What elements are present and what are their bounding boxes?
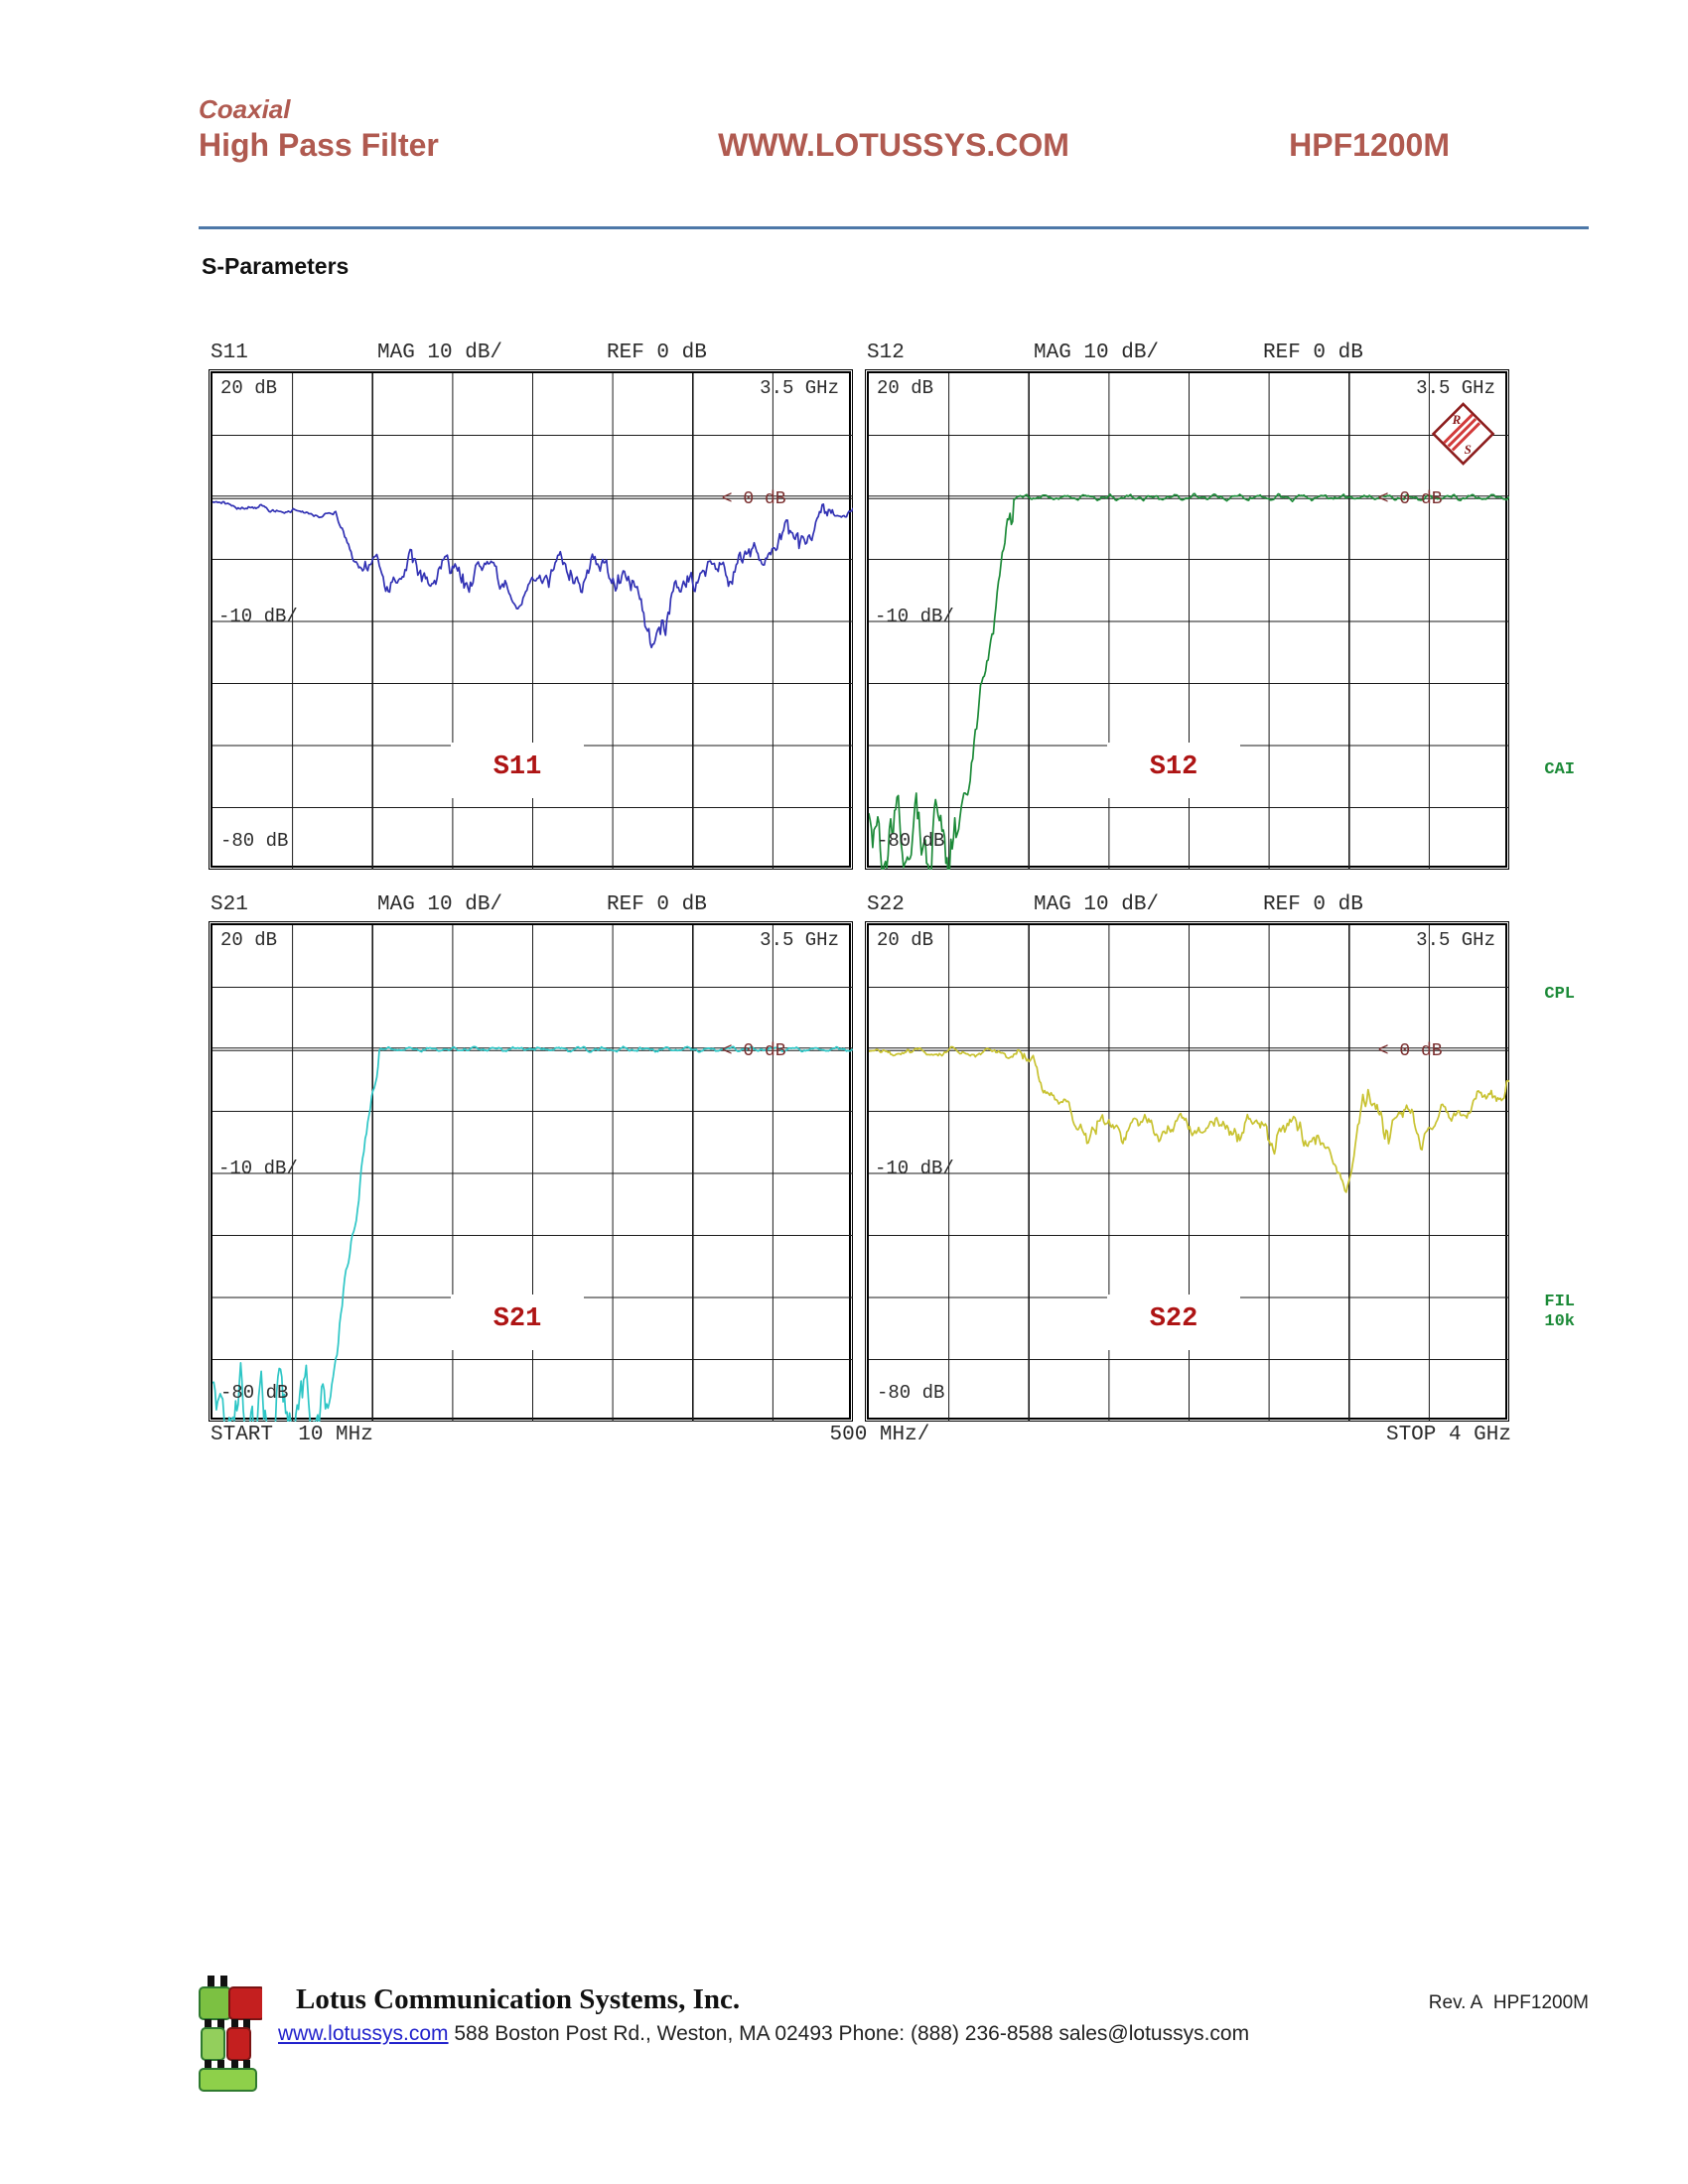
svg-text:< 0 dB: < 0 dB (1378, 1041, 1443, 1061)
svg-text:< 0 dB: < 0 dB (1378, 489, 1443, 509)
svg-text:S: S (1465, 442, 1472, 457)
svg-text:R: R (1452, 412, 1462, 427)
svg-text:< 0 dB: < 0 dB (722, 489, 786, 509)
svg-text:< 0 dB: < 0 dB (722, 1041, 786, 1061)
